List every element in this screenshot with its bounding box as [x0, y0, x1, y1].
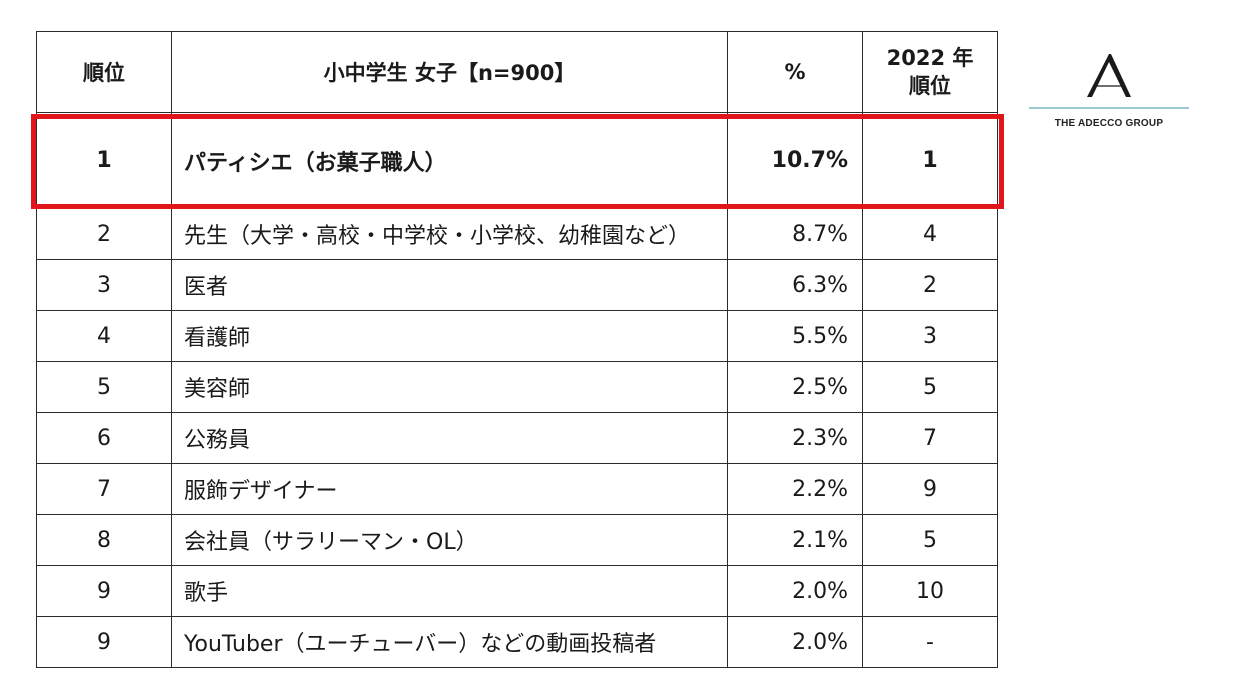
percent-cell: 2.3%: [727, 412, 863, 464]
adecco-a-icon: [1029, 54, 1189, 109]
table-row: 1 パティシエ（お菓子職人） 10.7% 1: [36, 112, 998, 209]
prev-rank-cell: 4: [862, 208, 998, 260]
name-cell: 会社員（サラリーマン・OL）: [171, 514, 728, 566]
name-cell: 医者: [171, 259, 728, 311]
percent-cell: 2.0%: [727, 616, 863, 668]
rank-cell: 2: [36, 208, 172, 260]
header-prev-line1: 2022 年: [886, 46, 974, 70]
table-row: 9 歌手 2.0% 10: [36, 565, 998, 617]
percent-cell: 8.7%: [727, 208, 863, 260]
prev-rank-cell: 9: [862, 463, 998, 515]
table-row: 5 美容師 2.5% 5: [36, 361, 998, 413]
prev-rank-cell: 5: [862, 361, 998, 413]
adecco-logo: THE ADECCO GROUP: [1029, 50, 1189, 140]
percent-cell: 5.5%: [727, 310, 863, 362]
table-row: 2 先生（大学・高校・中学校・小学校、幼稚園など） 8.7% 4: [36, 208, 998, 260]
prev-rank-cell: 10: [862, 565, 998, 617]
name-cell: 先生（大学・高校・中学校・小学校、幼稚園など）: [171, 208, 728, 260]
prev-rank-cell: 5: [862, 514, 998, 566]
table-row: 3 医者 6.3% 2: [36, 259, 998, 311]
name-cell: 公務員: [171, 412, 728, 464]
percent-cell: 2.5%: [727, 361, 863, 413]
header-rank: 順位: [36, 31, 172, 113]
rank-cell: 1: [36, 112, 172, 209]
percent-cell: 2.0%: [727, 565, 863, 617]
table-row: 8 会社員（サラリーマン・OL） 2.1% 5: [36, 514, 998, 566]
rank-cell: 7: [36, 463, 172, 515]
rank-cell: 9: [36, 616, 172, 668]
percent-cell: 2.2%: [727, 463, 863, 515]
header-percent: %: [727, 31, 863, 113]
percent-cell: 10.7%: [727, 112, 863, 209]
header-prev-rank: 2022 年 順位: [862, 31, 998, 113]
table-row: 7 服飾デザイナー 2.2% 9: [36, 463, 998, 515]
table-row: 6 公務員 2.3% 7: [36, 412, 998, 464]
name-cell: 看護師: [171, 310, 728, 362]
name-cell: 美容師: [171, 361, 728, 413]
logo-text: THE ADECCO GROUP: [1054, 118, 1164, 129]
rank-cell: 5: [36, 361, 172, 413]
prev-rank-cell: 7: [862, 412, 998, 464]
rank-cell: 6: [36, 412, 172, 464]
rank-cell: 4: [36, 310, 172, 362]
header-row: 順位 小中学生 女子【n=900】 % 2022 年 順位: [36, 31, 998, 113]
header-prev-line2: 順位: [909, 74, 951, 98]
rank-cell: 8: [36, 514, 172, 566]
header-name: 小中学生 女子【n=900】: [171, 31, 728, 113]
prev-rank-cell: -: [862, 616, 998, 668]
rank-cell: 9: [36, 565, 172, 617]
ranking-table: 順位 小中学生 女子【n=900】 % 2022 年 順位 1 パティシエ（お菓…: [36, 31, 998, 668]
table-row: 9 YouTuber（ユーチューバー）などの動画投稿者 2.0% -: [36, 616, 998, 668]
percent-cell: 2.1%: [727, 514, 863, 566]
name-cell: YouTuber（ユーチューバー）などの動画投稿者: [171, 616, 728, 668]
table-row: 4 看護師 5.5% 3: [36, 310, 998, 362]
name-cell: パティシエ（お菓子職人）: [171, 112, 728, 209]
prev-rank-cell: 3: [862, 310, 998, 362]
percent-cell: 6.3%: [727, 259, 863, 311]
prev-rank-cell: 2: [862, 259, 998, 311]
rank-cell: 3: [36, 259, 172, 311]
name-cell: 歌手: [171, 565, 728, 617]
name-cell: 服飾デザイナー: [171, 463, 728, 515]
prev-rank-cell: 1: [862, 112, 998, 209]
